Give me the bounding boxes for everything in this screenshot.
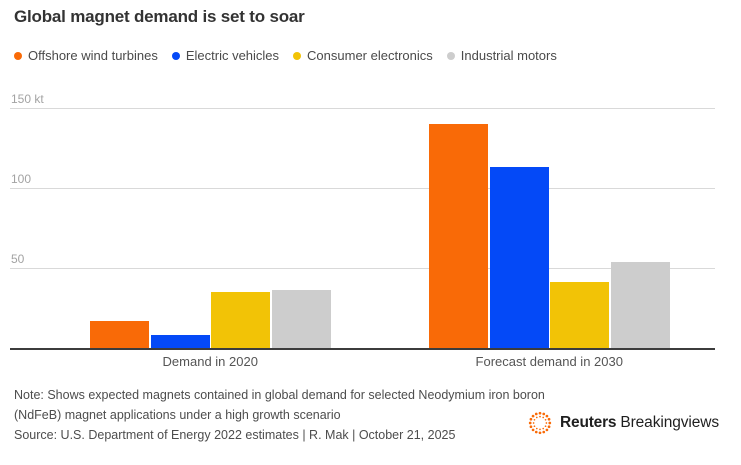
legend-label: Industrial motors (460, 48, 557, 63)
bar-consumer-electronics-demand-in-2020 (211, 292, 270, 348)
x-axis-label-forecast-demand-in-2030: Forecast demand in 2030 (475, 354, 623, 369)
gridline-150 (10, 108, 715, 109)
plot-area: 150 kt 100 50 Demand in 2020 Forecast demand… (10, 90, 715, 369)
footnote-line-2: (NdFeB) magnet applications under a high… (14, 407, 341, 422)
legend-item-industrial-motors: Industrial motors (446, 48, 557, 63)
brand-lockup: Reuters Breakingviews (527, 410, 719, 436)
legend-item-consumer-electronics: Consumer electronics (293, 48, 433, 63)
bar-electric-vehicles-demand-in-2020 (150, 335, 210, 348)
brand-name-bold: Reuters (560, 414, 617, 431)
brand-name: Reuters Breakingviews (560, 414, 719, 432)
legend-dot-icon (446, 51, 455, 60)
footnote-line-1: Note: Shows expected magnets contained i… (14, 388, 545, 402)
legend-item-offshore-wind-turbines: Offshore wind turbines (14, 48, 158, 63)
x-axis-line (10, 348, 715, 350)
legend-item-electric-vehicles: Electric vehicles (171, 48, 280, 63)
footnote: Note: Shows expected magnets contained i… (14, 386, 545, 425)
brand-name-regular: Breakingviews (620, 414, 719, 431)
legend-dot-icon (293, 51, 302, 60)
source-line: Source: U.S. Department of Energy 2022 e… (14, 428, 456, 442)
bar-offshore-wind-turbines-forecast-demand-in-2030 (429, 124, 488, 348)
legend: Offshore wind turbines Electric vehicles C… (14, 48, 557, 63)
y-tick-label-100: 100 (11, 172, 32, 186)
legend-label: Offshore wind turbines (28, 48, 158, 63)
bar-consumer-electronics-forecast-demand-in-2030 (550, 282, 609, 348)
x-axis-label-demand-in-2020: Demand in 2020 (162, 354, 258, 369)
legend-dot-icon (14, 51, 22, 60)
bar-industrial-motors-forecast-demand-in-2030 (610, 261, 670, 348)
bar-electric-vehicles-forecast-demand-in-2030 (489, 167, 549, 348)
reuters-dotted-circle-icon (528, 411, 552, 435)
bar-offshore-wind-turbines-demand-in-2020 (90, 320, 149, 348)
chart-title: Global magnet demand is set to soar (14, 7, 305, 26)
gridline-100 (10, 188, 715, 189)
y-tick-label-150: 150 kt (11, 92, 44, 106)
gridline-50 (10, 268, 715, 269)
legend-dot-icon (171, 51, 180, 60)
bar-industrial-motors-demand-in-2020 (271, 290, 331, 348)
y-tick-label-50: 50 (11, 252, 25, 266)
legend-label: Consumer electronics (307, 48, 433, 63)
legend-label: Electric vehicles (185, 48, 280, 63)
